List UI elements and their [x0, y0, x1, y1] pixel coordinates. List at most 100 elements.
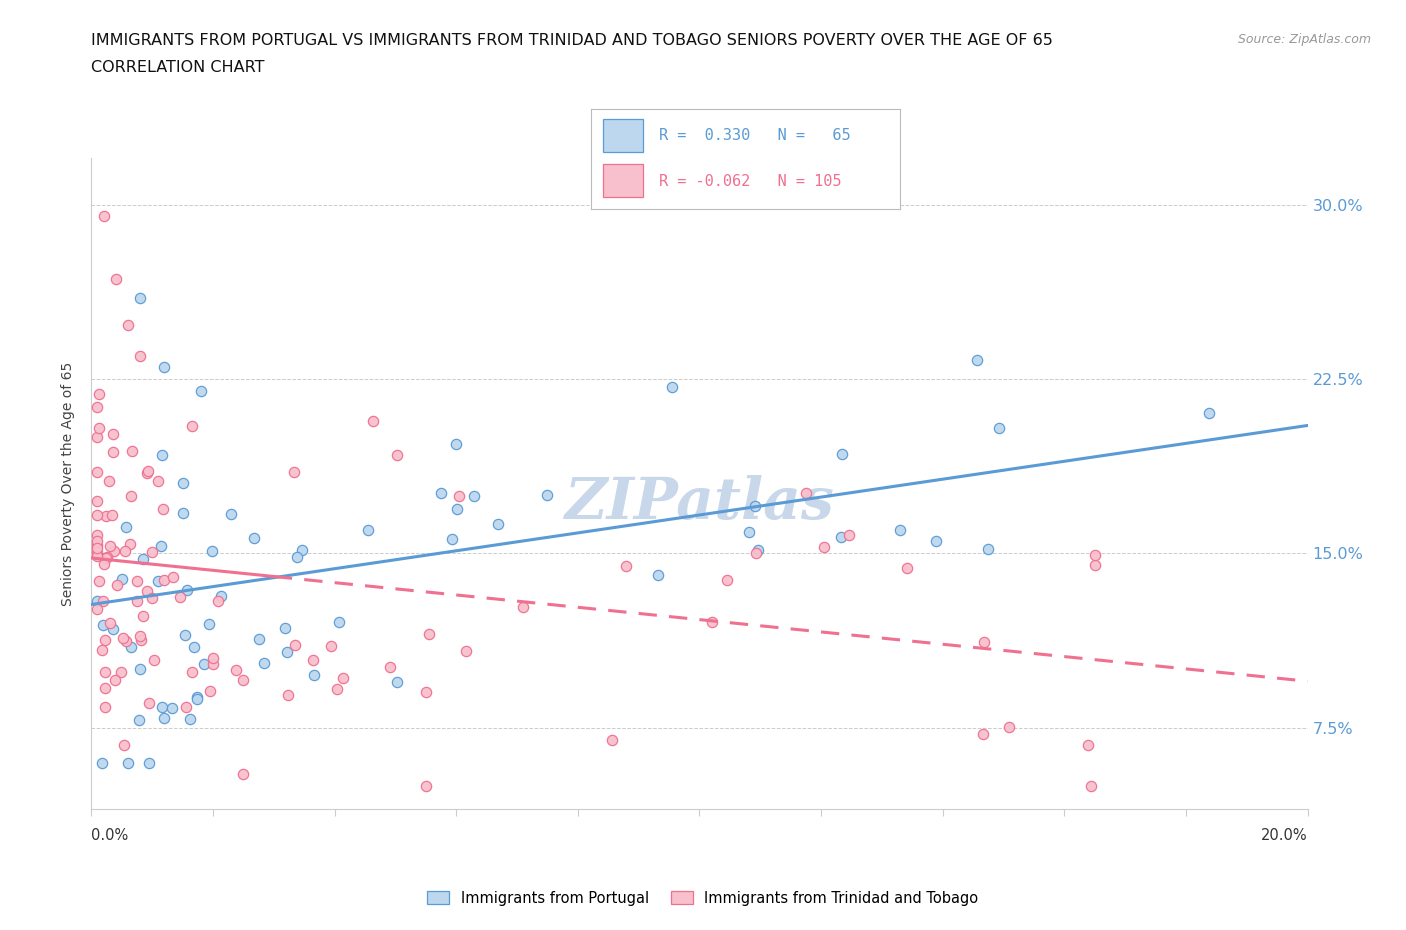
Point	[138, 696, 160, 711]
Point	[201, 543, 224, 558]
Point	[86, 400, 108, 415]
Point	[966, 352, 988, 367]
Point	[94, 699, 117, 714]
Point	[100, 616, 122, 631]
Point	[120, 489, 142, 504]
Point	[91, 618, 114, 632]
Point	[141, 591, 163, 605]
Point	[924, 534, 946, 549]
Point	[86, 549, 108, 564]
Point	[219, 507, 242, 522]
Point	[162, 570, 184, 585]
Point	[647, 568, 669, 583]
Point	[744, 498, 766, 513]
Point	[125, 594, 148, 609]
Point	[830, 530, 852, 545]
Point	[380, 659, 402, 674]
Text: 20.0%: 20.0%	[1261, 828, 1308, 843]
Point	[162, 700, 184, 715]
Point	[86, 527, 108, 542]
Point	[115, 519, 138, 534]
Point	[319, 639, 342, 654]
Bar	[603, 164, 643, 197]
Point	[326, 682, 349, 697]
Point	[1080, 778, 1102, 793]
Point	[142, 653, 165, 668]
Point	[125, 573, 148, 588]
Point	[291, 542, 314, 557]
Point	[129, 349, 152, 364]
Point	[86, 465, 108, 480]
Point	[86, 494, 108, 509]
Point	[90, 643, 112, 658]
Point	[277, 687, 299, 702]
Point	[661, 379, 683, 394]
Point	[173, 628, 195, 643]
Y-axis label: Seniors Poverty Over the Age of 65: Seniors Poverty Over the Age of 65	[62, 362, 76, 605]
Point	[174, 700, 197, 715]
Point	[149, 539, 172, 554]
Point	[1077, 737, 1099, 752]
Point	[101, 427, 124, 442]
Point	[447, 489, 470, 504]
Point	[96, 549, 118, 564]
Point	[1083, 548, 1105, 563]
Point	[186, 689, 208, 704]
Point	[93, 209, 115, 224]
Point	[86, 540, 108, 555]
Point	[181, 418, 204, 433]
Point	[200, 684, 222, 698]
Point	[86, 430, 108, 445]
Point	[207, 593, 229, 608]
Point	[110, 664, 132, 679]
Point	[794, 485, 817, 500]
Point	[385, 447, 408, 462]
Point	[86, 508, 108, 523]
Point	[700, 614, 723, 629]
Point	[249, 631, 271, 646]
Point	[93, 593, 115, 608]
Point	[121, 444, 143, 458]
Point	[101, 507, 124, 522]
Point	[94, 551, 117, 565]
Point	[415, 778, 437, 793]
Point	[997, 720, 1019, 735]
Point	[179, 711, 201, 726]
Point	[86, 538, 108, 552]
Point	[105, 578, 128, 592]
Point	[328, 615, 350, 630]
Point	[202, 650, 225, 665]
Point	[152, 501, 174, 516]
Point	[138, 755, 160, 770]
Point	[101, 621, 124, 636]
Point	[747, 543, 769, 558]
Point	[201, 657, 224, 671]
Point	[209, 589, 232, 604]
Point	[128, 629, 150, 644]
Point	[86, 602, 108, 617]
Point	[415, 685, 437, 700]
Point	[153, 711, 176, 725]
Point	[87, 387, 110, 402]
Point	[977, 541, 1000, 556]
Text: R = -0.062   N = 105: R = -0.062 N = 105	[658, 174, 841, 189]
Point	[114, 544, 136, 559]
Point	[193, 657, 215, 671]
Point	[111, 571, 134, 586]
Point	[104, 272, 127, 286]
Point	[150, 699, 173, 714]
Point	[86, 534, 108, 549]
Point	[117, 318, 139, 333]
Point	[135, 466, 157, 481]
Point	[86, 594, 108, 609]
Point	[429, 485, 451, 500]
Point	[112, 737, 135, 752]
Point	[616, 558, 638, 573]
Point	[284, 637, 307, 652]
Text: Source: ZipAtlas.com: Source: ZipAtlas.com	[1237, 33, 1371, 46]
Point	[183, 640, 205, 655]
Point	[276, 644, 298, 659]
Point	[176, 583, 198, 598]
Point	[103, 445, 125, 459]
Point	[104, 672, 127, 687]
